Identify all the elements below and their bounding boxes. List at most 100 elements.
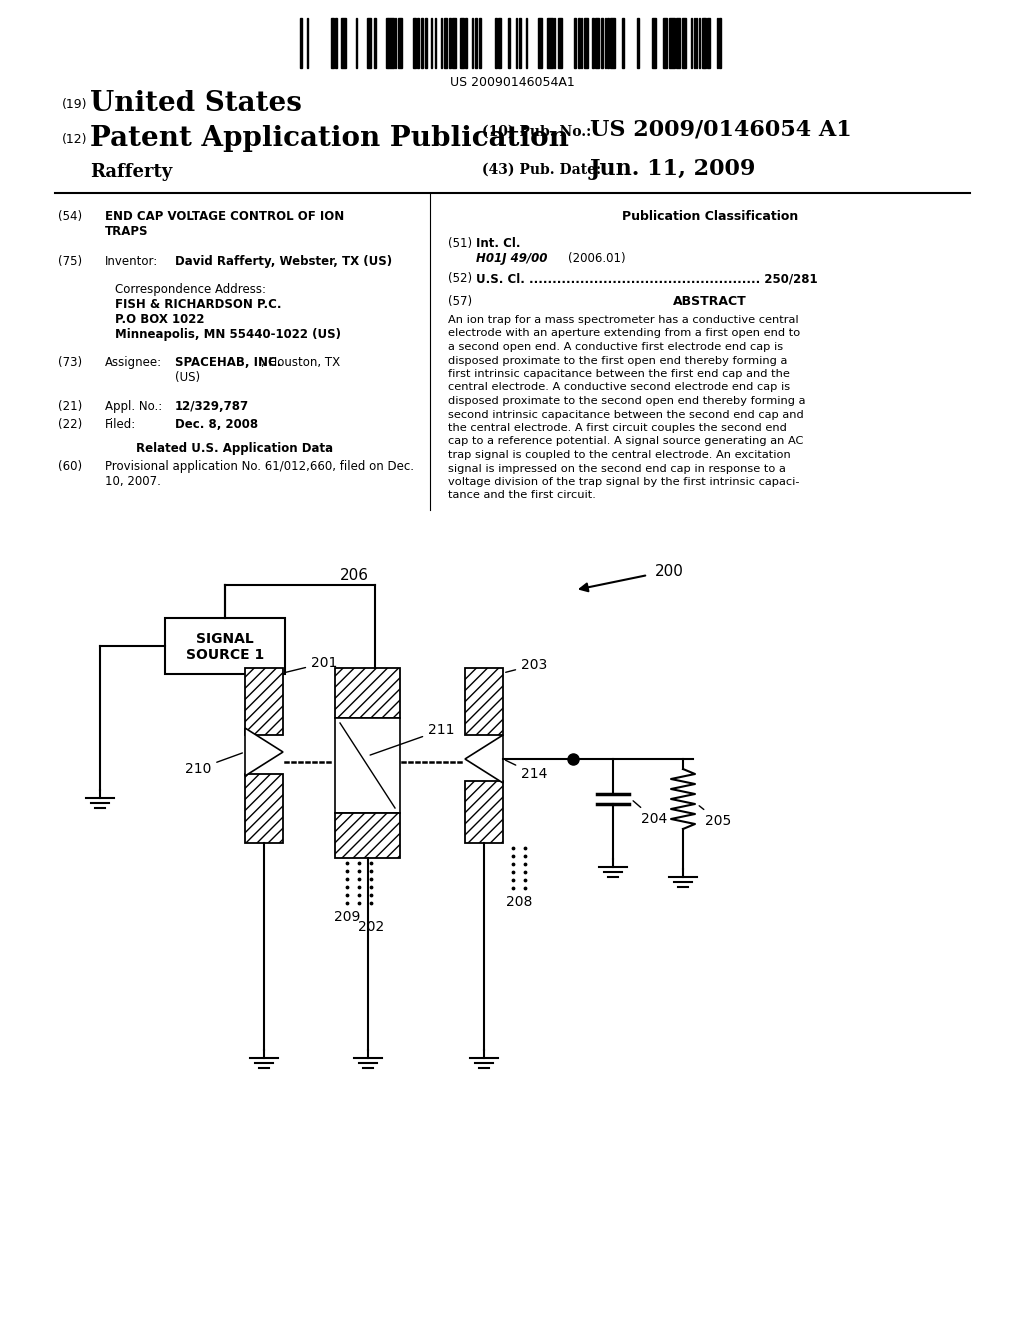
Bar [605,18,606,69]
Bar [719,18,721,69]
Bar [413,18,416,69]
Bar [508,18,510,69]
Text: (51): (51) [449,238,472,249]
Bar [652,18,656,69]
Text: signal is impressed on the second end cap in response to a: signal is impressed on the second end ca… [449,463,785,474]
Bar [682,18,686,69]
Text: Int. Cl.: Int. Cl. [476,238,520,249]
Bar [450,18,451,69]
Bar [465,18,467,69]
Text: Appl. No.:: Appl. No.: [105,400,162,413]
Text: Related U.S. Application Data: Related U.S. Application Data [136,442,334,455]
Bar [705,18,706,69]
Bar [584,18,588,69]
Text: 209: 209 [334,909,360,924]
Bar [386,18,388,69]
Text: a second open end. A conductive first electrode end cap is: a second open end. A conductive first el… [449,342,783,352]
Bar [702,18,703,69]
Text: (52): (52) [449,272,472,285]
Text: SOURCE 1: SOURCE 1 [186,648,264,663]
Bar [300,18,301,69]
Bar [388,18,394,69]
Bar [581,18,582,69]
Bar [696,18,697,69]
Bar [435,18,436,69]
Text: (19): (19) [62,98,87,111]
Text: the central electrode. A first circuit couples the second end: the central electrode. A first circuit c… [449,422,786,433]
Text: , Houston, TX: , Houston, TX [261,356,340,370]
Bar [335,668,400,718]
Text: trap signal is coupled to the central electrode. An excitation: trap signal is coupled to the central el… [449,450,791,459]
Bar [526,18,527,69]
Bar [425,18,427,69]
Bar [165,618,285,675]
Text: (43) Pub. Date:: (43) Pub. Date: [482,162,601,177]
Bar [554,18,555,69]
Text: Filed:: Filed: [105,418,136,432]
Bar [637,18,639,69]
Bar [610,18,615,69]
Bar [398,18,402,69]
Text: 12/329,787: 12/329,787 [175,400,249,413]
Text: Jun. 11, 2009: Jun. 11, 2009 [590,158,757,180]
Bar [694,18,695,69]
Text: 205: 205 [699,805,731,828]
Bar [368,18,372,69]
Text: U.S. Cl. .................................................. 250/281: U.S. Cl. ...............................… [476,272,817,285]
Bar [465,668,503,734]
Bar [479,18,481,69]
Bar [601,18,603,69]
Text: Inventor:: Inventor: [105,255,159,268]
Text: Publication Classification: Publication Classification [622,210,798,223]
Bar [465,781,503,843]
Text: Provisional application No. 61/012,660, filed on Dec.: Provisional application No. 61/012,660, … [105,459,414,473]
Text: (10) Pub. No.:: (10) Pub. No.: [482,125,591,139]
Polygon shape [465,735,503,783]
Text: 10, 2007.: 10, 2007. [105,475,161,488]
Text: (57): (57) [449,294,472,308]
Bar [374,18,376,69]
Text: TRAPS: TRAPS [105,224,148,238]
Text: disposed proximate to the first open end thereby forming a: disposed proximate to the first open end… [449,355,787,366]
Bar [579,18,580,69]
Bar [335,18,337,69]
Bar [573,18,577,69]
Text: SPACEHAB, INC.: SPACEHAB, INC. [175,356,282,370]
Text: 214: 214 [506,760,548,781]
Text: 211: 211 [370,723,455,755]
Text: voltage division of the trap signal by the first intrinsic capaci-: voltage division of the trap signal by t… [449,477,800,487]
Bar [516,18,517,69]
Text: second intrinsic capacitance between the second end cap and: second intrinsic capacitance between the… [449,409,804,420]
Text: electrode with an aperture extending from a first open end to: electrode with an aperture extending fro… [449,329,800,338]
Bar [356,18,357,69]
Text: 201: 201 [286,656,337,672]
Text: Minneapolis, MN 55440-1022 (US): Minneapolis, MN 55440-1022 (US) [115,327,341,341]
Bar [595,18,599,69]
Text: (54): (54) [58,210,82,223]
Bar [664,18,668,69]
Text: An ion trap for a mass spectrometer has a conductive central: An ion trap for a mass spectrometer has … [449,315,799,325]
Bar [690,18,692,69]
Text: END CAP VOLTAGE CONTROL OF ION: END CAP VOLTAGE CONTROL OF ION [105,210,344,223]
Text: ABSTRACT: ABSTRACT [673,294,746,308]
Bar [708,18,710,69]
Text: SIGNAL: SIGNAL [197,632,254,645]
Text: US 20090146054A1: US 20090146054A1 [450,77,574,88]
Text: (22): (22) [58,418,82,432]
Text: David Rafferty, Webster, TX (US): David Rafferty, Webster, TX (US) [175,255,392,268]
Text: cap to a reference potential. A signal source generating an AC: cap to a reference potential. A signal s… [449,437,804,446]
Bar [698,18,700,69]
Bar [307,18,308,69]
Bar [519,18,520,69]
Text: disposed proximate to the second open end thereby forming a: disposed proximate to the second open en… [449,396,806,407]
Bar [332,18,334,69]
Text: 203: 203 [506,657,547,672]
Text: (21): (21) [58,400,82,413]
Text: Assignee:: Assignee: [105,356,162,370]
Text: 200: 200 [655,565,684,579]
Bar [592,18,594,69]
Bar [431,18,432,69]
Bar [341,18,346,69]
Bar [472,18,473,69]
Bar [547,18,553,69]
